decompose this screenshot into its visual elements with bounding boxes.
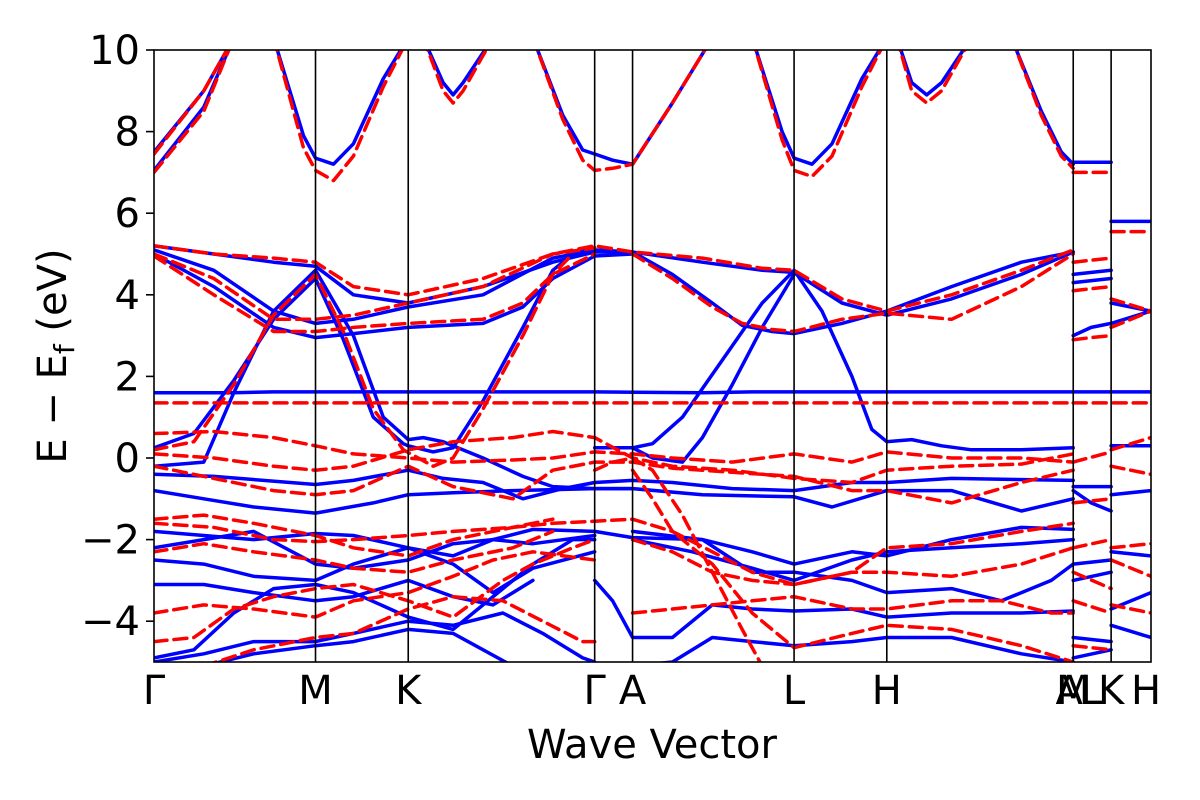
x-tick-label: A [1056,668,1084,714]
y-axis-title-prefix: E − E [30,354,76,464]
x-tick-label: K [395,668,423,714]
dashed-band-line [154,50,231,175]
x-axis-title: Wave Vector [527,722,778,768]
solid-band-line [1071,635,1113,644]
dashed-band-line [275,50,404,183]
dashed-band-line [210,594,597,662]
x-tick-label: A [619,668,647,714]
dashed-band-line [1071,497,1113,505]
solid-band-line [1071,558,1113,566]
dashed-band-line [1071,537,1113,550]
solid-band-line [1109,550,1151,558]
dashed-band-line [1071,599,1113,615]
dashed-band-line [1071,284,1113,293]
solid-band-line [154,529,597,570]
y-axis-ticks: −4 −2 0 2 4 6 8 10 [81,28,154,645]
solid-band-line [630,537,1075,583]
dashed-band-line [154,252,575,468]
solid-band-line [592,268,1075,452]
dashed-band-line [154,252,597,334]
solid-band-line [1109,309,1151,326]
x-tick-label: H [872,668,902,714]
band-lines [154,50,1151,662]
solid-band-line [1071,570,1113,583]
dashed-band-line [1109,297,1151,313]
dashed-band-line [592,456,762,662]
y-axis-title: E − Ef (eV) [30,248,81,463]
y-tick-label: 0 [115,436,140,482]
y-axis-title-sub: f [48,343,81,354]
dashed-band-line [1071,570,1113,591]
y-tick-label: 2 [115,354,140,400]
dashed-band-line [1109,435,1151,452]
dashed-band-line [1109,541,1151,550]
dashed-band-line [154,537,597,644]
solid-band-line [1071,488,1113,513]
solid-band-line [535,50,707,166]
x-tick-label: L [1080,668,1103,714]
x-tick-label: Γ [143,668,166,714]
y-tick-label: −4 [81,599,140,645]
dashed-band-line [154,529,555,574]
solid-band-line [1109,301,1151,313]
solid-band-line [426,50,487,97]
dashed-band-line [535,50,707,173]
dashed-band-line [154,517,635,544]
dashed-band-line [154,246,597,322]
solid-band-line [630,529,1075,603]
dashed-band-line [1109,309,1151,330]
y-axis-title-suffix: (eV) [30,248,76,344]
y-tick-label: −2 [81,518,140,564]
plot-frame [153,49,1152,663]
dashed-band-line [425,50,489,105]
y-tick-label: 10 [89,28,140,74]
dashed-band-line [1109,558,1151,579]
dashed-band-line [753,50,883,179]
dashed-band-line [630,537,1075,587]
y-tick-label: 4 [115,273,140,319]
high-symmetry-lines [314,50,1112,662]
solid-band-line [275,50,403,166]
dashed-band-line [154,50,229,156]
solid-band-line [154,578,535,607]
solid-band-line [1071,648,1113,660]
dashed-band-line [630,594,1075,615]
dashed-band-line [1071,256,1113,264]
dashed-band-line [154,244,1075,313]
dashed-band-line [1071,450,1113,464]
x-tick-label: K [1098,668,1126,714]
dashed-band-line [154,550,597,619]
solid-band-line [213,627,510,662]
solid-band-line [1109,623,1151,640]
x-tick-label: M [298,668,333,714]
solid-band-line [154,50,229,154]
dashed-band-line [1014,50,1075,171]
y-tick-label: 8 [115,110,140,156]
solid-band-line [154,390,1075,395]
solid-band-line [1071,276,1113,285]
x-tick-label: H [1131,668,1161,714]
dashed-band-line [154,513,555,558]
dashed-band-line [1071,643,1113,652]
solid-band-line [154,468,1075,501]
dashed-band-line [1109,464,1151,477]
x-tick-label: L [783,668,806,714]
dashed-band-line [1109,603,1151,615]
dashed-band-line [1071,333,1113,342]
solid-band-line [754,50,882,166]
solid-band-line [1071,268,1113,277]
solid-band-line [1109,488,1151,497]
solid-band-line [655,635,1075,662]
x-tick-label: M [1056,668,1091,714]
solid-band-line [592,578,1075,640]
x-tick-label: Γ [584,668,607,714]
y-tick-label: 6 [115,191,140,237]
solid-band-line [1071,321,1113,338]
solid-band-line [1014,50,1075,166]
solid-band-line [899,50,966,97]
dashed-band-line [898,50,967,105]
